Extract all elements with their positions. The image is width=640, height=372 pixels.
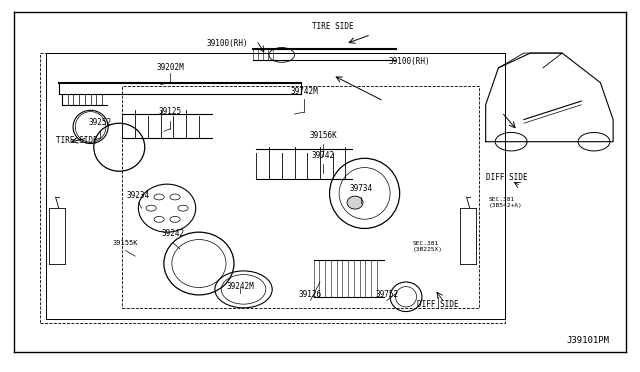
- Text: 39156K: 39156K: [309, 131, 337, 140]
- Text: 39742M: 39742M: [290, 87, 318, 96]
- Text: 39752: 39752: [375, 290, 399, 299]
- Text: 39125: 39125: [159, 107, 182, 116]
- Ellipse shape: [347, 196, 363, 209]
- Bar: [40, 53, 505, 323]
- Text: 39234: 39234: [127, 191, 150, 200]
- Text: SEC.381
(3B542+A): SEC.381 (3B542+A): [489, 197, 523, 208]
- Text: DIFF SIDE: DIFF SIDE: [417, 299, 459, 309]
- Text: 39742: 39742: [312, 151, 335, 160]
- Text: 39100(RH): 39100(RH): [207, 39, 248, 48]
- Text: J39101PM: J39101PM: [567, 336, 610, 345]
- Text: SEC.381
(3B225X): SEC.381 (3B225X): [412, 241, 442, 252]
- Text: 39242M: 39242M: [227, 282, 254, 291]
- Text: 39100(RH): 39100(RH): [388, 57, 430, 66]
- Text: TIRE SIDE: TIRE SIDE: [312, 22, 353, 31]
- Text: TIRE SIDE: TIRE SIDE: [56, 136, 97, 145]
- Text: DIFF SIDE: DIFF SIDE: [486, 173, 527, 182]
- Text: 39126: 39126: [299, 290, 322, 299]
- Bar: [122, 86, 479, 308]
- Text: 39252: 39252: [88, 118, 112, 127]
- Text: 39155K: 39155K: [113, 240, 138, 246]
- Text: 39734: 39734: [350, 184, 373, 193]
- Text: 39242: 39242: [162, 230, 185, 238]
- Text: 39202M: 39202M: [156, 62, 184, 71]
